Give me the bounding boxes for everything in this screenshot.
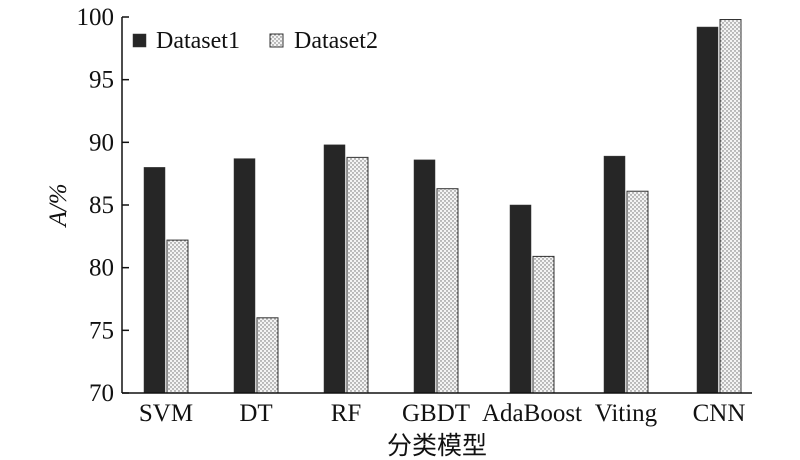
legend-swatch-dataset1	[132, 33, 147, 48]
y-tick-label: 90	[89, 129, 114, 156]
y-ticks-group: 70 75 80 85 90 95 100	[77, 4, 129, 407]
legend: Dataset1 Dataset2	[132, 28, 378, 54]
bar-dataset2-svm	[166, 239, 189, 394]
bar-dataset1-gbdt	[413, 159, 436, 394]
bar-dataset1-cnn	[696, 26, 719, 394]
bar-dataset2-rf	[346, 156, 369, 394]
x-tick-label: SVM	[139, 400, 193, 427]
y-tick-label: 80	[89, 255, 114, 282]
x-tick-label: GBDT	[402, 400, 470, 427]
x-tick-label: AdaBoost	[482, 400, 582, 427]
bar-dataset1-dt	[233, 158, 256, 394]
y-tick-label: 75	[89, 317, 114, 344]
bar-dataset2-gbdt	[436, 188, 459, 394]
legend-label-dataset2: Dataset2	[294, 28, 378, 54]
x-tick-labels-group: SVM DT RF GBDT AdaBoost Viting CNN	[139, 400, 745, 427]
x-tick-label: Viting	[595, 400, 658, 427]
y-tick-label: 70	[89, 380, 114, 407]
y-tick-label: 85	[89, 192, 114, 219]
bar-dataset1-adaboost	[509, 204, 532, 394]
bars-group	[143, 19, 742, 394]
x-tick-label: RF	[331, 400, 362, 427]
y-tick-label: 95	[89, 67, 114, 94]
legend-label-dataset1: Dataset1	[156, 28, 240, 54]
bar-dataset1-rf	[323, 144, 346, 394]
bar-dataset2-cnn	[719, 19, 742, 394]
bar-dataset2-adaboost	[532, 255, 555, 394]
y-axis-title: A/%	[45, 183, 72, 228]
x-tick-label: DT	[239, 400, 272, 427]
x-tick-label: CNN	[693, 400, 746, 427]
bar-dataset2-viting	[626, 190, 649, 394]
legend-swatch-dataset2	[269, 33, 284, 48]
bar-dataset1-viting	[603, 155, 626, 394]
x-axis-title: 分类模型	[387, 432, 487, 460]
bar-dataset2-dt	[256, 317, 279, 394]
bar-dataset1-svm	[143, 167, 166, 394]
y-tick-label: 100	[77, 4, 115, 31]
